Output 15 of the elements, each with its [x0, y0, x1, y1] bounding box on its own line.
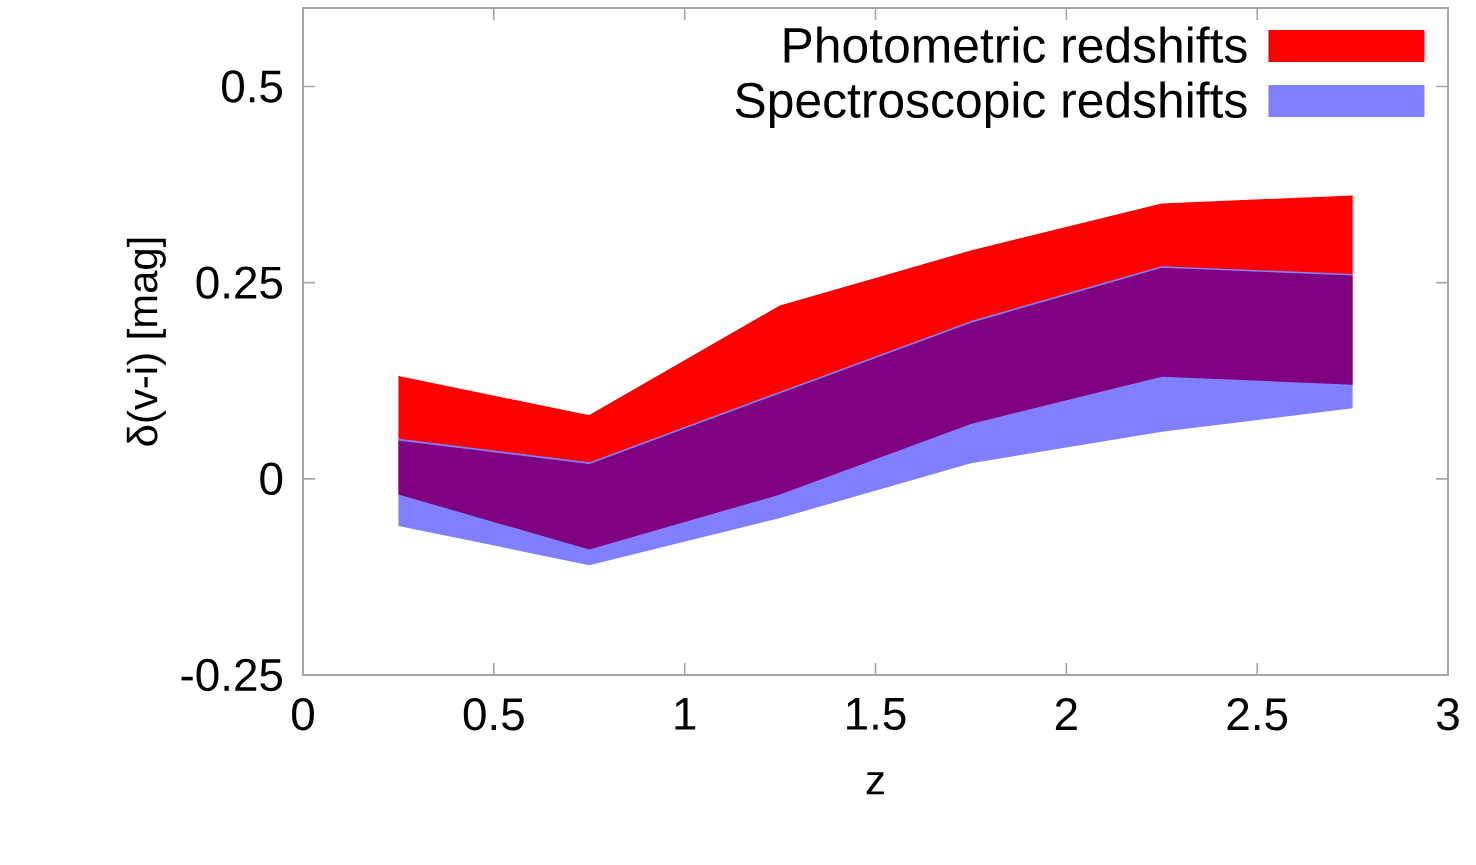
x-tick-label: 2.5	[1227, 698, 1288, 731]
y-tick-label: -0.25	[181, 658, 283, 692]
y-tick-label: 0.25	[196, 266, 283, 299]
y-tick-label: 0.5	[222, 70, 283, 103]
x-tick-label: 3	[1437, 698, 1459, 731]
legend-label: Spectroscopic redshifts	[735, 81, 1247, 128]
x-tick-label: 1.5	[847, 698, 906, 731]
x-tick-label: 0	[292, 698, 314, 731]
x-tick-label: 1	[675, 698, 696, 730]
x-tick-label: 2	[1055, 698, 1077, 731]
y-tick-label: 0	[260, 462, 283, 496]
text: Photometric redshifts	[784, 26, 1247, 63]
x-tick-label: 0.5	[463, 698, 524, 731]
x-axis-title: z	[866, 772, 884, 795]
y-axis-title: δ(v-i) [mag]	[126, 238, 166, 446]
